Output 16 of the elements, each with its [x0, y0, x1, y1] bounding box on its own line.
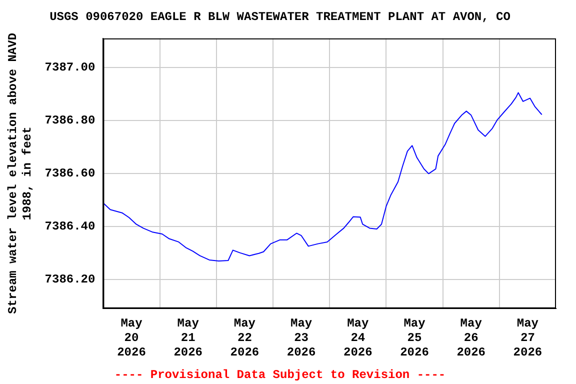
y-tick-label: 7386.20	[44, 272, 96, 286]
x-tick-label: May 25 2026	[400, 316, 429, 360]
x-tick-label: May 23 2026	[286, 316, 316, 360]
y-tick-label: 7387.00	[44, 60, 96, 75]
x-tick-label: May 27 2026	[513, 316, 542, 360]
x-tick-label: May 26 2026	[456, 316, 486, 360]
x-tick-label: May 21 2026	[174, 316, 203, 360]
y-tick-label: 7386.80	[44, 113, 96, 128]
y-tick-label: 7386.40	[44, 219, 96, 234]
y-axis-title: Stream water level elevation above NAVD 1988, in feet	[6, 32, 35, 314]
chart-title: USGS 09067020 EAGLE R BLW WASTEWATER TREATMENT PLANT AT AVON, CO	[50, 10, 510, 24]
x-tick-label: May 20 2026	[117, 316, 146, 360]
x-tick-label: May 24 2026	[343, 316, 372, 360]
text: ---- Provisional Data Subject to Revision ----	[114, 368, 446, 382]
x-tick-label: May 22 2026	[230, 316, 260, 360]
y-tick-label: 7386.60	[44, 166, 96, 180]
